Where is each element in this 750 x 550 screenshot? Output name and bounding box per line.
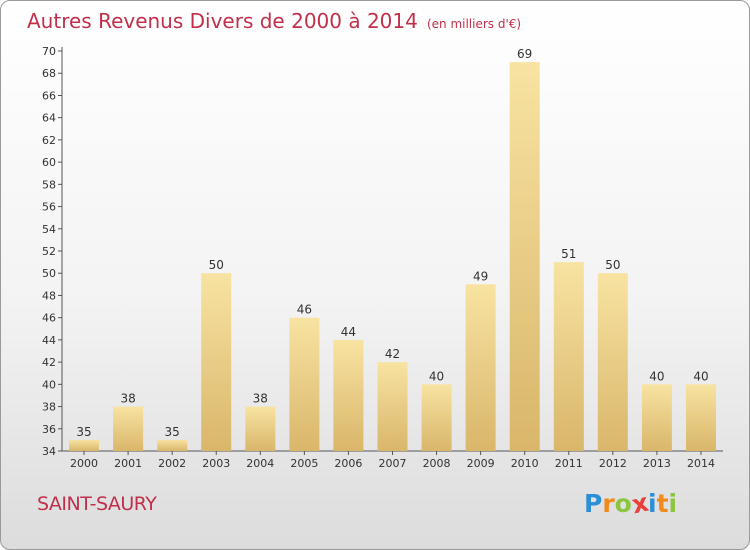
bar xyxy=(289,317,320,451)
bar xyxy=(333,339,364,451)
x-tick-label: 2008 xyxy=(423,457,451,470)
y-tick-label: 58 xyxy=(42,178,56,191)
bar xyxy=(201,273,232,451)
bar xyxy=(377,362,408,451)
y-tick-label: 36 xyxy=(42,423,56,436)
bar xyxy=(553,262,584,451)
chart-axes: 34 36 38 40 42 44 46 48 50 52 54 56 58 60 62 64 66 68 70 20… xyxy=(42,45,723,470)
logo-letter: t xyxy=(656,489,669,518)
x-tick-label: 2000 xyxy=(70,457,98,470)
bar-value-label: 49 xyxy=(473,269,488,283)
x-tick-label: 2012 xyxy=(599,457,627,470)
logo-letter: i xyxy=(668,489,678,518)
bar-value-label: 42 xyxy=(385,347,400,361)
bar-value-label: 51 xyxy=(561,247,576,261)
y-tick-label: 52 xyxy=(42,245,56,258)
x-tick-label: 2002 xyxy=(158,457,186,470)
x-tick-label: 2009 xyxy=(467,457,495,470)
bar-value-label: 40 xyxy=(649,369,664,383)
x-tick-label: 2010 xyxy=(511,457,539,470)
bar-value-label: 38 xyxy=(120,392,135,406)
y-tick-label: 66 xyxy=(42,89,56,102)
y-tick-label: 34 xyxy=(42,445,56,458)
y-tick-label: 50 xyxy=(42,267,56,280)
logo-letter: i xyxy=(648,489,657,518)
bar-value-label: 38 xyxy=(253,392,268,406)
y-tick-label: 68 xyxy=(42,67,56,80)
bar-value-label: 50 xyxy=(209,258,224,272)
x-tick-label: 2013 xyxy=(643,457,671,470)
commune-name: SAINT-SAURY xyxy=(37,493,157,515)
bar-value-label: 44 xyxy=(341,325,356,339)
logo-letter: o xyxy=(614,489,632,518)
y-tick-label: 42 xyxy=(42,356,56,369)
y-tick-label: 54 xyxy=(42,223,56,236)
x-tick-label: 2006 xyxy=(334,457,362,470)
title-main: Autres Revenus Divers de 2000 à 2014 xyxy=(27,9,418,33)
y-tick-label: 40 xyxy=(42,378,56,391)
bar xyxy=(113,406,144,451)
logo-letter: r xyxy=(602,489,615,518)
bar-value-label: 46 xyxy=(297,303,312,317)
logo-letter: P xyxy=(584,489,603,518)
bar xyxy=(157,439,188,451)
bar xyxy=(597,273,628,451)
x-tick-label: 2001 xyxy=(114,457,142,470)
y-tick-label: 60 xyxy=(42,156,56,169)
y-tick-label: 46 xyxy=(42,312,56,325)
y-tick-label: 38 xyxy=(42,401,56,414)
x-tick-label: 2005 xyxy=(290,457,318,470)
bar-value-label: 40 xyxy=(693,369,708,383)
y-tick-label: 70 xyxy=(42,45,56,58)
x-tick-label: 2004 xyxy=(246,457,274,470)
bar-value-label: 69 xyxy=(517,47,532,61)
bar xyxy=(421,384,452,451)
bar-value-label: 35 xyxy=(76,425,91,439)
x-tick-label: 2014 xyxy=(687,457,715,470)
chart-title: Autres Revenus Divers de 2000 à 2014 (en… xyxy=(27,9,521,33)
y-tick-label: 62 xyxy=(42,134,56,147)
bar xyxy=(641,384,672,451)
bar xyxy=(509,62,540,451)
chart-bars: 35 38 35 50 38 46 44 42 40 49 69 51 50 40 40 xyxy=(69,47,716,451)
y-tick-label: 48 xyxy=(42,289,56,302)
title-unit: (en milliers d'€) xyxy=(426,17,522,31)
x-tick-label: 2007 xyxy=(379,457,407,470)
bar-value-label: 40 xyxy=(429,369,444,383)
bar xyxy=(686,384,716,451)
bar xyxy=(69,439,99,451)
x-tick-label: 2011 xyxy=(555,457,583,470)
x-tick-label: 2003 xyxy=(202,457,230,470)
bar-value-label: 35 xyxy=(165,425,180,439)
proxiti-logo[interactable]: Proxiti xyxy=(584,488,678,520)
y-tick-label: 64 xyxy=(42,112,56,125)
bar xyxy=(245,406,276,451)
y-tick-label: 56 xyxy=(42,201,56,214)
bar-value-label: 50 xyxy=(605,258,620,272)
bar xyxy=(465,284,496,451)
y-tick-label: 44 xyxy=(42,334,56,347)
